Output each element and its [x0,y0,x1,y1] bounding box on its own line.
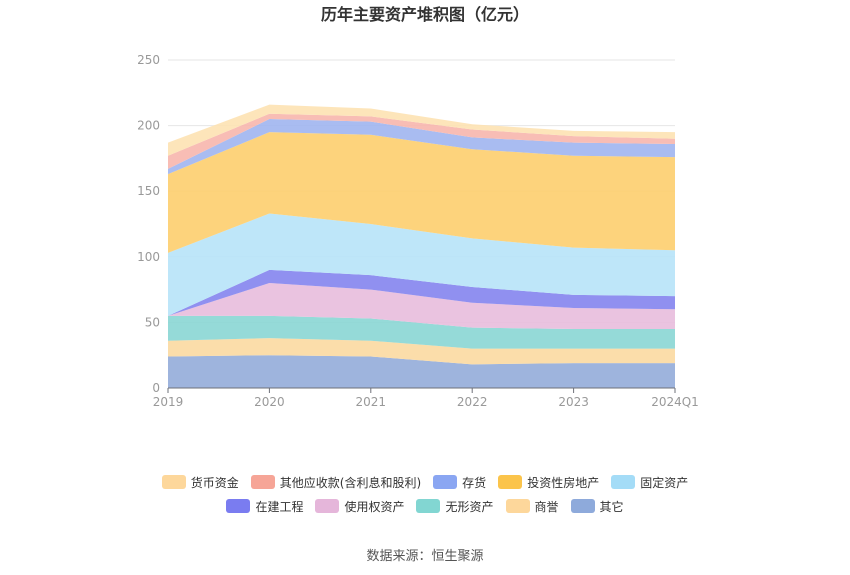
legend-item[interactable]: 其他应收款(含利息和股利) [250,474,422,491]
legend-swatch [161,475,186,489]
area-在建工程 [168,269,675,316]
area-固定资产 [168,213,675,316]
legend-label: 在建工程 [255,499,304,514]
area-使用权资产 [168,283,675,329]
area-无形资产 [168,315,675,349]
x-tick-label: 2019 [153,395,184,409]
legend-swatch [570,499,595,513]
legend-swatch [505,499,530,513]
y-tick-label: 250 [137,53,160,67]
legend-row: 货币资金 其他应收款(含利息和股利) 存货 投资性房地产 固定资产 [0,470,850,494]
chart-svg: 历年主要资产堆积图（亿元） 0 50 100 150 200 250 2019 2020 202… [137,5,699,409]
legend-item[interactable]: 货币资金 [161,474,239,491]
axes: 0 50 100 150 200 250 2019 2020 2021 2022 2023 2024Q… [137,53,699,409]
legend-item[interactable]: 其它 [570,498,624,515]
area-存货 [168,119,675,175]
legend-row: 在建工程 使用权资产 无形资产 商誉 其它 [0,494,850,518]
legend-swatch [250,475,275,489]
legend-item[interactable]: 固定资产 [611,474,688,491]
legend-label: 使用权资产 [344,499,405,514]
x-tick-label: 2023 [558,395,589,409]
area-投资性房地产 [168,132,675,253]
legend-label: 商誉 [534,499,559,514]
y-tick-label: 200 [137,119,160,133]
area-其它 [168,355,675,388]
legend-swatch [498,475,523,489]
y-tick-label: 150 [137,184,160,198]
area-商誉 [168,338,675,365]
legend-item[interactable]: 在建工程 [226,498,303,515]
x-tick-label: 2024Q1 [651,395,699,409]
x-tick-label: 2021 [356,395,387,409]
legend-label: 无形资产 [445,499,494,514]
area-series [168,104,675,388]
x-tick-label: 2020 [254,395,285,409]
legend-label: 固定资产 [640,475,689,490]
legend: 货币资金 其他应收款(含利息和股利) 存货 投资性房地产 固定资产在建工程 使用权资产 无形… [0,470,850,518]
y-tick-label: 50 [145,315,160,329]
legend-item[interactable]: 投资性房地产 [498,474,599,491]
chart-title: 历年主要资产堆积图（亿元） [321,5,529,24]
data-source: 数据来源：恒生聚源 [366,549,484,564]
legend-item[interactable]: 商誉 [505,498,559,515]
legend-swatch [416,499,441,513]
x-tick-label: 2022 [457,395,488,409]
legend-swatch [611,475,636,489]
legend-label: 存货 [462,475,487,490]
legend-item[interactable]: 使用权资产 [315,498,404,515]
legend-swatch [433,475,458,489]
area-其他应收款(含利息和股利) [168,113,675,169]
y-tick-label: 100 [137,250,160,264]
legend-label: 其他应收款(含利息和股利) [279,475,422,490]
legend-swatch [315,499,340,513]
legend-label: 其它 [599,499,624,514]
y-tick-label: 0 [152,381,160,395]
legend-item[interactable]: 存货 [433,474,486,491]
legend-item[interactable]: 无形资产 [416,498,494,515]
legend-swatch [226,499,251,513]
legend-label: 货币资金 [190,475,239,490]
legend-label: 投资性房地产 [527,475,600,490]
